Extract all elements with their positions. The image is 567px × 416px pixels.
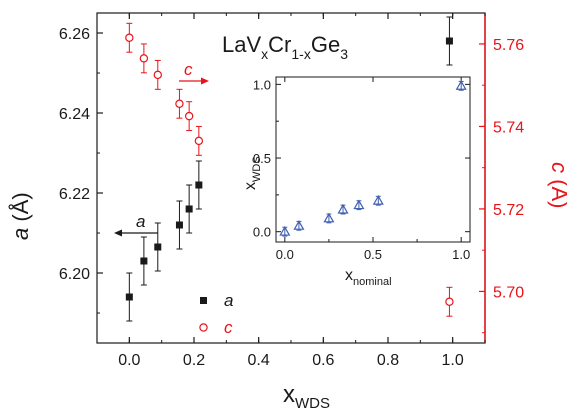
y-right-tick-label: 5.70 (493, 284, 524, 301)
legend-entry-c: c (199, 318, 233, 337)
data-point-c (184, 111, 194, 121)
inset-data-point (293, 220, 305, 230)
inset-data-point (279, 225, 291, 236)
y-right-tick-label: 5.76 (493, 37, 524, 54)
y-axis-right-ticks: 5.70 5.72 5.74 5.76 (479, 37, 524, 334)
inset-x-tick-label: 0.5 (364, 247, 382, 262)
inset-y-tick-label: 0.0 (253, 225, 271, 240)
inset-series (279, 80, 467, 237)
data-point-c (125, 33, 134, 42)
arrow-annotation-a: a (114, 212, 158, 237)
arrow-label-c: c (184, 60, 193, 79)
series-c (125, 22, 454, 317)
data-point-a (195, 181, 203, 189)
inset-plot: 0.0 0.5 1.0 0.0 0.5 1.0 xWDS xnominal (242, 76, 471, 288)
chart-title: LaVxCr1-xGe3 (222, 32, 348, 62)
data-point-a (445, 37, 453, 45)
y-right-tick-label: 5.74 (493, 119, 524, 136)
y-axis-right-label: c (Å) (547, 162, 567, 208)
x-tick-label: 0.4 (248, 352, 270, 369)
inset-axis-ticks: 0.0 0.5 1.0 0.0 0.5 1.0 (253, 77, 470, 262)
data-point-a (125, 293, 133, 301)
data-point-a (154, 243, 162, 251)
data-point-c (445, 297, 454, 306)
inset-data-point (353, 199, 365, 210)
inset-y-tick-label: 1.0 (253, 77, 271, 92)
inset-x-tick-label: 0.0 (276, 247, 294, 262)
y-right-tick-label: 5.72 (493, 202, 524, 219)
data-point-a (140, 257, 148, 265)
arrow-annotation-c: c (179, 60, 209, 85)
inset-data-point (455, 80, 467, 90)
inset-data-point (323, 212, 335, 223)
inset-y-tick-label: 0.5 (253, 151, 271, 166)
data-point-c (175, 99, 184, 108)
legend-marker-a (200, 297, 207, 304)
legend-marker-c (199, 323, 208, 332)
series-a (125, 16, 453, 322)
legend: a c (199, 291, 233, 337)
x-tick-label: 0.2 (183, 352, 205, 369)
legend-entry-a: a (200, 291, 233, 310)
y-left-tick-label: 6.22 (59, 186, 90, 203)
x-tick-label: 0.8 (377, 352, 399, 369)
inset-data-point (337, 203, 349, 214)
inset-y-axis-label: xWDS (242, 156, 263, 190)
y-axis-left-ticks: 6.20 6.22 6.24 6.26 (59, 26, 103, 314)
legend-label-a: a (224, 291, 233, 310)
x-axis-label: xWDS (283, 381, 330, 412)
y-axis-left-label: a (Å) (8, 192, 33, 240)
y-left-tick-label: 6.26 (59, 26, 90, 43)
inset-x-tick-label: 1.0 (452, 247, 470, 262)
inset-x-axis-label: xnominal (345, 267, 392, 288)
data-point-c (139, 54, 149, 63)
data-point-c (194, 136, 204, 146)
data-point-a (185, 205, 193, 213)
x-tick-label: 0.6 (312, 352, 334, 369)
arrow-label-a: a (136, 212, 145, 231)
x-tick-label: 0.0 (118, 352, 140, 369)
legend-label-c: c (224, 318, 233, 337)
data-point-c (153, 70, 162, 80)
inset-data-point (372, 195, 384, 205)
x-axis-ticks: 0.0 0.2 0.4 0.6 0.8 1.0 (96, 13, 486, 369)
y-left-tick-label: 6.24 (59, 106, 90, 123)
x-tick-label: 1.0 (442, 352, 464, 369)
y-left-tick-label: 6.20 (59, 266, 90, 283)
data-point-a (175, 221, 183, 229)
